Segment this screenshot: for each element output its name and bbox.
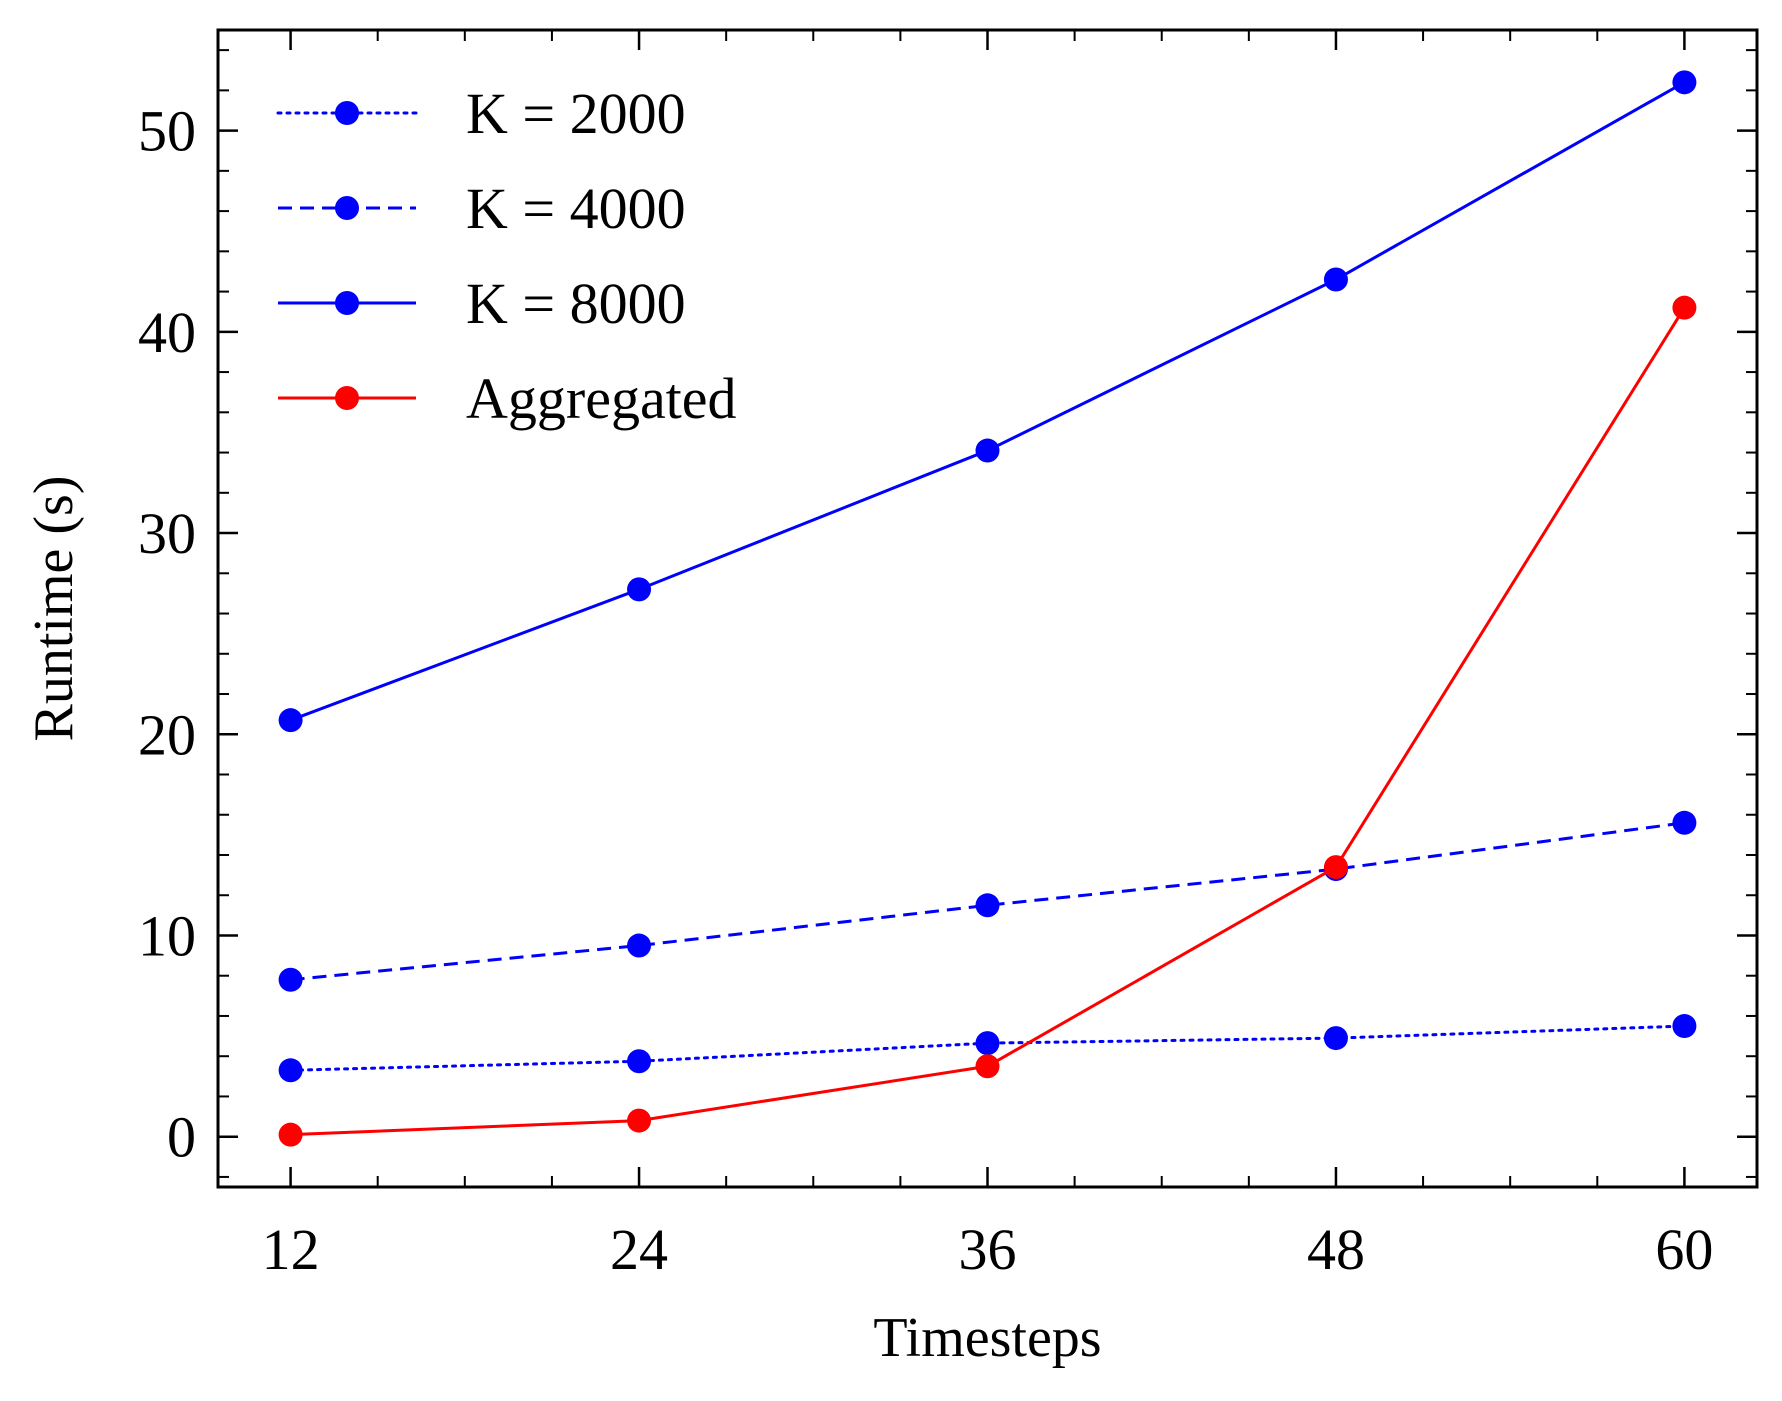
y-tick-label: 20 — [138, 702, 196, 767]
data-point — [627, 933, 652, 958]
data-point — [1672, 1014, 1697, 1039]
data-point — [627, 1108, 652, 1133]
series-group — [278, 70, 1697, 1147]
x-tick-label: 60 — [1655, 1217, 1713, 1282]
y-tick-label: 50 — [138, 99, 196, 164]
axis-ticks — [218, 30, 1757, 1187]
legend-entry: K = 2000 — [276, 81, 686, 146]
series-line — [290, 821, 1685, 982]
legend-label: K = 4000 — [466, 176, 686, 241]
data-point — [278, 1058, 303, 1083]
legend-entry: K = 4000 — [278, 176, 686, 241]
data-point — [1323, 267, 1348, 292]
series-aggregated — [278, 295, 1697, 1147]
y-tick-label: 40 — [138, 300, 196, 365]
data-point — [1672, 810, 1697, 835]
x-tick-label: 36 — [959, 1217, 1017, 1282]
data-point — [1323, 855, 1348, 880]
data-point — [278, 967, 303, 992]
data-point — [975, 1054, 1000, 1079]
legend-entry: Aggregated — [278, 366, 737, 431]
x-tick-label: 12 — [262, 1217, 320, 1282]
data-point — [627, 1049, 652, 1074]
legend-marker — [335, 291, 359, 315]
legend-marker — [335, 101, 359, 125]
legend-marker — [335, 196, 359, 220]
data-point — [975, 438, 1000, 463]
data-point — [627, 577, 652, 602]
data-point — [1672, 70, 1697, 95]
tick-labels: 12 24 36 48 60 0 10 20 30 40 50 — [138, 99, 1713, 1282]
data-point — [975, 893, 1000, 918]
legend: K = 2000 K = 4000 K = 8000 Aggregated — [276, 81, 737, 431]
data-point — [1672, 295, 1697, 320]
data-point — [278, 1122, 303, 1147]
y-tick-label: 30 — [138, 501, 196, 566]
x-axis-label: Timesteps — [873, 1307, 1101, 1369]
series-k-2000 — [278, 1014, 1697, 1083]
data-point — [278, 708, 303, 733]
legend-marker — [335, 386, 359, 410]
plot-frame — [216, 28, 1759, 1189]
y-axis-label: Runtime (s) — [23, 476, 85, 742]
y-tick-label: 0 — [167, 1105, 196, 1170]
legend-label: K = 8000 — [466, 271, 686, 336]
legend-label: Aggregated — [466, 366, 737, 431]
x-tick-label: 48 — [1307, 1217, 1365, 1282]
series-k-8000 — [278, 70, 1697, 733]
legend-entry: K = 8000 — [278, 271, 686, 336]
data-point — [975, 1031, 1000, 1056]
legend-label: K = 2000 — [466, 81, 686, 146]
data-point — [1323, 1026, 1348, 1051]
y-tick-label: 10 — [138, 903, 196, 968]
x-tick-label: 24 — [610, 1217, 668, 1282]
